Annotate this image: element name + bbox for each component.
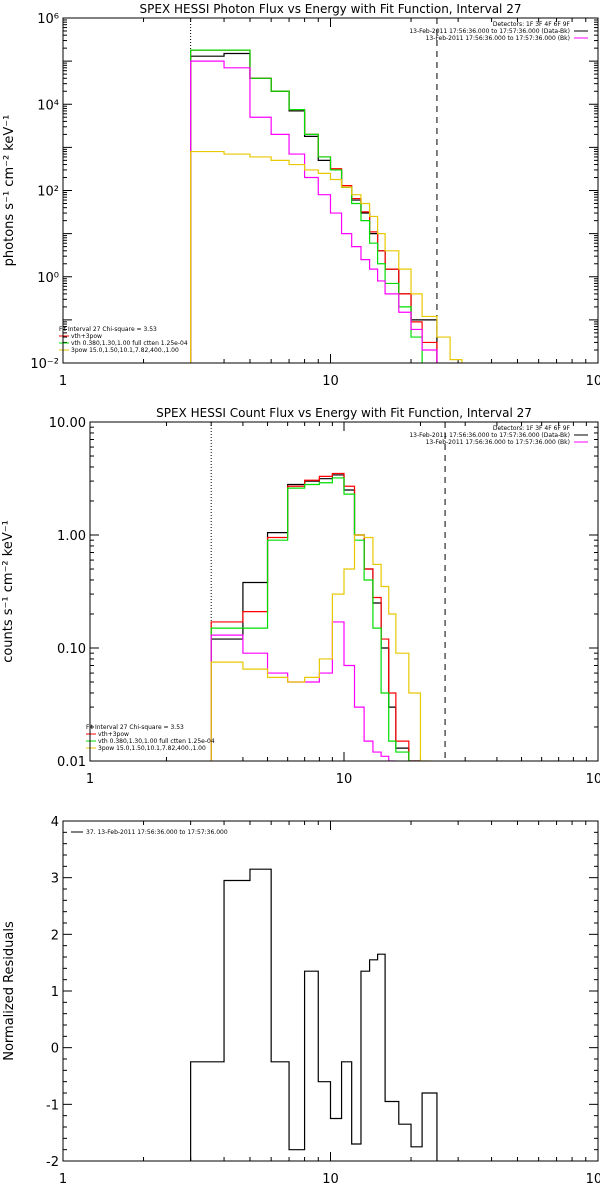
photon-info-line: 13-Feb-2011 17:56:36.000 to 17:57:36.000… <box>409 28 570 35</box>
count-fit-line: 3pow 15.0,1.50,10.1,7.82,400.,1.00 <box>98 745 206 752</box>
residual-legend-text: 37. 13-Feb-2011 17:56:36.000 to 17:57:36… <box>86 829 228 836</box>
photon-fit-line: Fit Interval 27 Chi-square = 3.53 <box>59 326 157 333</box>
count-xtick-label: 100 <box>586 772 600 787</box>
residual-ytick-label: 4 <box>51 815 59 830</box>
count-fit-line: vth 0.380,1.30,1.00 full ctten 1.25e-04 <box>98 738 215 745</box>
count-info-line: 13-Feb-2011 17:56:36.000 to 17:57:36.000… <box>426 439 570 446</box>
count-series-2 <box>210 477 410 761</box>
count-series-4 <box>210 534 431 761</box>
residual-ytick-label: 1 <box>51 985 59 1000</box>
photon-panel: SPEX HESSI Photon Flux vs Energy with Fi… <box>2 2 600 389</box>
residual-frame <box>62 820 599 1162</box>
photon-fit-line: 3pow 15.0,1.50,10.1,7.82,400.,1.00 <box>71 347 179 354</box>
residual-ytick-label: -1 <box>46 1098 59 1113</box>
count-ytick-label: 0.10 <box>57 642 86 657</box>
photon-series-1 <box>190 49 438 363</box>
count-ytick-label: 0.01 <box>57 755 86 770</box>
count-series-3 <box>210 621 396 761</box>
count-panel: SPEX HESSI Count Flux vs Energy with Fit… <box>1 406 600 787</box>
photon-ylabel: photons s⁻¹ cm⁻² keV⁻¹ <box>2 115 17 267</box>
photon-xtick-label: 1 <box>59 374 67 389</box>
count-frame <box>89 421 599 762</box>
count-info-line: Detectors: 1F 3F 4F 6F 9F <box>493 425 571 432</box>
photon-series-2 <box>190 49 438 363</box>
residual-panel: Normalized Residuals 1 10 100 -2 -1 0 1 2 3 4 37. 1… <box>2 815 600 1187</box>
count-ytick-label: 10.00 <box>49 416 86 431</box>
photon-frame <box>62 17 599 364</box>
residual-xtick-label: 1 <box>59 1172 67 1187</box>
photon-series-3 <box>190 60 438 363</box>
count-fit-line: vth+3pow <box>98 731 129 738</box>
count-info-line: 13-Feb-2011 17:56:36.000 to 17:57:36.000… <box>409 432 570 439</box>
residual-xtick-label: 10 <box>322 1172 339 1187</box>
count-ylabel: counts s⁻¹ cm⁻² keV⁻¹ <box>1 520 16 663</box>
photon-ytick-label: 10⁴ <box>37 98 59 113</box>
count-xtick-label: 1 <box>86 772 94 787</box>
count-xtick-label: 10 <box>336 772 353 787</box>
residual-series-0 <box>190 868 438 1161</box>
residual-ytick-label: 3 <box>51 872 59 887</box>
photon-series-0 <box>190 52 438 363</box>
photon-xtick-label: 100 <box>586 374 600 389</box>
photon-fit-line: vth+3pow <box>71 333 102 340</box>
photon-ytick-label: 10⁻² <box>30 357 59 372</box>
residual-ytick-label: -2 <box>46 1155 59 1170</box>
photon-series-4 <box>190 150 463 363</box>
residual-ylabel: Normalized Residuals <box>2 921 17 1061</box>
photon-ytick-label: 10⁶ <box>37 12 59 27</box>
residual-ytick-label: 2 <box>51 928 59 943</box>
photon-info-line: 13-Feb-2011 17:56:36.000 to 17:57:36.000… <box>426 35 570 42</box>
residual-xtick-label: 100 <box>586 1172 600 1187</box>
photon-info-line: Detectors: 1F 3F 4F 6F 9F <box>493 21 571 28</box>
photon-fit-line: vth 0.380,1.30,1.00 full ctten 1.25e-04 <box>71 340 188 347</box>
photon-xtick-label: 10 <box>322 374 339 389</box>
photon-title: SPEX HESSI Photon Flux vs Energy with Fi… <box>140 2 522 16</box>
count-ytick-label: 1.00 <box>57 529 86 544</box>
photon-ytick-label: 10⁰ <box>37 271 59 286</box>
residual-ytick-label: 0 <box>51 1042 59 1057</box>
photon-ytick-label: 10² <box>37 185 59 200</box>
count-fit-line: Fit Interval 27 Chi-square = 3.53 <box>86 724 184 731</box>
count-title: SPEX HESSI Count Flux vs Energy with Fit… <box>156 406 532 420</box>
